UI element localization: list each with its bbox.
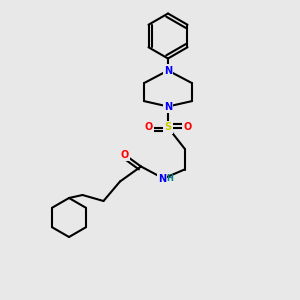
Text: N: N: [158, 173, 166, 184]
Text: O: O: [183, 122, 192, 133]
Text: O: O: [144, 122, 153, 133]
Text: N: N: [164, 65, 172, 76]
Text: S: S: [164, 122, 172, 133]
Text: O: O: [120, 149, 129, 160]
Text: H: H: [167, 174, 173, 183]
Text: N: N: [164, 101, 172, 112]
